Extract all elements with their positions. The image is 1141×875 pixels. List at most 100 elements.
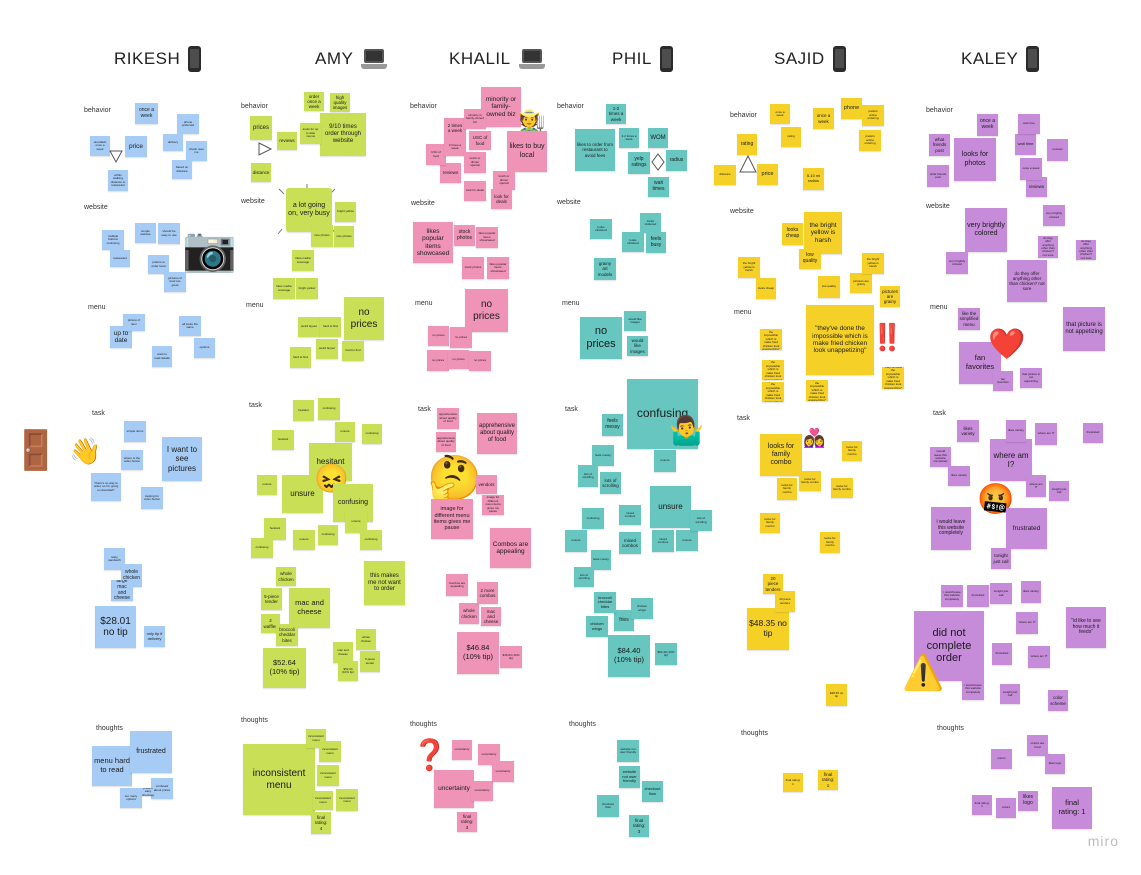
sticky-note[interactable]: up to date xyxy=(110,326,132,348)
sticky-note[interactable]: apprehensive about quality of food xyxy=(437,408,459,429)
sticky-note[interactable]: would like images xyxy=(627,336,648,356)
sticky-note[interactable]: reviews xyxy=(440,163,461,183)
sticky-note[interactable]: fries xyxy=(614,610,634,631)
sticky-note[interactable]: low quality xyxy=(799,249,821,269)
sticky-note[interactable]: phone xyxy=(841,98,862,119)
sticky-note[interactable]: uncertainty xyxy=(478,744,500,765)
sticky-note[interactable]: all looks the same xyxy=(179,316,201,336)
sticky-note[interactable]: mac and cheese xyxy=(333,642,353,663)
sticky-note[interactable]: what friends post xyxy=(929,134,950,156)
sticky-note[interactable]: distance xyxy=(251,163,271,182)
sticky-note[interactable]: the bright yellow is harsh xyxy=(862,253,884,274)
sticky-note[interactable]: checkout flow xyxy=(597,795,619,817)
sticky-note[interactable]: prefers to order local xyxy=(148,255,169,274)
sticky-note[interactable]: bright yellow xyxy=(335,202,356,222)
sticky-note[interactable]: that picture is not appetizing xyxy=(1063,307,1105,351)
sticky-note[interactable]: confusing xyxy=(318,525,338,545)
sticky-note[interactable]: once a week xyxy=(770,104,790,124)
sticky-note[interactable]: inconsistent menu xyxy=(313,791,333,810)
sticky-note[interactable]: low quality xyxy=(818,276,840,298)
sticky-note[interactable]: image for different menu items gives me … xyxy=(482,495,504,515)
sticky-note[interactable]: lots of scrolling xyxy=(600,472,621,494)
sticky-note[interactable]: looking for order button xyxy=(141,487,163,509)
sticky-note[interactable]: looks cheap xyxy=(756,278,776,299)
sticky-note[interactable]: likes variety xyxy=(1006,420,1026,442)
sticky-note[interactable]: fan favorites xyxy=(993,371,1013,391)
sticky-note[interactable]: 20 piece tenders xyxy=(763,574,783,594)
sticky-note[interactable]: 2 times a week xyxy=(444,138,466,156)
sticky-note[interactable]: 9/10 times order through website xyxy=(320,113,366,156)
sticky-note[interactable]: final rating: 1 xyxy=(818,770,838,790)
sticky-note[interactable]: 5-10 mi radius xyxy=(803,168,824,190)
sticky-note[interactable]: 1-2 times a week xyxy=(606,104,626,124)
sticky-note[interactable]: very brightly colored xyxy=(965,208,1007,252)
sticky-note[interactable]: "they've done the impossible which is ma… xyxy=(882,367,904,389)
sticky-note[interactable]: hesitant xyxy=(264,518,286,540)
sticky-note[interactable]: pictures of food are great xyxy=(164,272,186,292)
sticky-note[interactable]: inconsistent menu xyxy=(336,789,358,811)
sticky-note[interactable]: unsure xyxy=(293,530,315,550)
sticky-note[interactable]: unsure xyxy=(282,475,323,513)
sticky-note[interactable]: pictures are grainy xyxy=(850,273,872,293)
sticky-note[interactable]: final rating: 3 xyxy=(457,812,477,832)
sticky-note[interactable]: feels busy xyxy=(646,232,666,253)
sticky-note[interactable]: phone preferred xyxy=(177,114,199,134)
sticky-note[interactable]: bright yellow xyxy=(296,278,318,299)
sticky-note[interactable]: no prices xyxy=(450,327,472,348)
sticky-note[interactable]: mixed combos xyxy=(652,530,674,552)
sticky-note[interactable]: i would leave this website completely xyxy=(941,585,963,607)
sticky-note[interactable]: uncertainty xyxy=(434,770,474,808)
sticky-note[interactable]: look for deals xyxy=(464,181,486,201)
sticky-note[interactable]: looks cluttered xyxy=(590,219,612,239)
sticky-note[interactable]: "there's no way to order, so I'm going o… xyxy=(91,473,121,501)
sticky-note[interactable]: delivery xyxy=(163,134,183,151)
sticky-note[interactable]: weird layout xyxy=(316,339,338,359)
sticky-note[interactable]: hard to find xyxy=(290,347,311,368)
sticky-note[interactable]: looks for family combo xyxy=(820,532,840,553)
sticky-note[interactable]: tonight just call xyxy=(990,583,1012,604)
sticky-note[interactable]: tonight just call xyxy=(1000,684,1020,704)
sticky-note[interactable]: unsure xyxy=(654,450,676,472)
sticky-note[interactable]: unsure xyxy=(257,475,277,495)
sticky-note[interactable]: frustrated xyxy=(130,731,172,773)
sticky-note[interactable]: radius xyxy=(666,150,687,171)
sticky-note[interactable]: where am I? xyxy=(1035,423,1057,445)
sticky-note[interactable]: $52.64 (10% tip) xyxy=(263,648,306,688)
sticky-note[interactable]: colors xyxy=(996,798,1016,818)
sticky-note[interactable]: "they've done the impossible which is ma… xyxy=(762,382,784,402)
sticky-note[interactable]: looks for up to date menus xyxy=(300,123,321,144)
sticky-note[interactable]: inconsistent menu xyxy=(243,744,315,815)
sticky-note[interactable]: price xyxy=(757,164,778,185)
sticky-note[interactable]: do they offer anything other than chicke… xyxy=(1007,260,1047,302)
sticky-note[interactable]: website not user friendly xyxy=(619,766,640,788)
sticky-note[interactable]: hard to find xyxy=(342,341,364,361)
sticky-note[interactable]: tonight just call xyxy=(1049,481,1069,501)
sticky-note[interactable]: confusing xyxy=(362,424,382,444)
sticky-note[interactable]: nice photos xyxy=(311,225,333,247)
sticky-note[interactable]: likes logo xyxy=(1018,791,1038,811)
sticky-note[interactable]: prices xyxy=(250,116,272,140)
sticky-note[interactable]: likes media coverage xyxy=(292,250,314,271)
sticky-note[interactable]: only tip if delivery xyxy=(144,626,165,647)
sticky-note[interactable]: "they've done the impossible which is ma… xyxy=(806,380,828,401)
sticky-note[interactable]: reviews xyxy=(1047,139,1068,161)
sticky-note[interactable]: whole chicken xyxy=(459,603,479,624)
sticky-note[interactable]: minority or family-owned biz xyxy=(481,87,521,127)
sticky-note[interactable]: looks for family combo xyxy=(760,513,780,533)
sticky-note[interactable]: this makes me not want to order xyxy=(364,561,405,605)
sticky-note[interactable]: rating xyxy=(737,134,757,155)
sticky-note[interactable]: based on distance xyxy=(172,160,192,179)
sticky-note[interactable]: once a week xyxy=(977,114,998,136)
sticky-note[interactable]: menu hard to read xyxy=(92,746,132,786)
sticky-note[interactable]: likes to order from restaurant to avoid … xyxy=(575,129,615,171)
sticky-note[interactable]: checkout flow xyxy=(642,781,663,802)
sticky-note[interactable]: chicken wings xyxy=(631,598,653,619)
sticky-note[interactable]: I want to see pictures xyxy=(162,437,202,481)
sticky-note[interactable]: unsure xyxy=(676,530,698,551)
sticky-note[interactable]: looks for family combo xyxy=(842,441,862,461)
sticky-note[interactable]: the bright yellow is harsh xyxy=(738,257,760,278)
sticky-note[interactable]: "they've done the impossible which is ma… xyxy=(760,329,782,350)
sticky-note[interactable]: unsure xyxy=(650,486,691,528)
sticky-note[interactable]: prefers online ordering xyxy=(862,105,884,126)
sticky-note[interactable]: $48.35 no tip xyxy=(747,608,789,650)
